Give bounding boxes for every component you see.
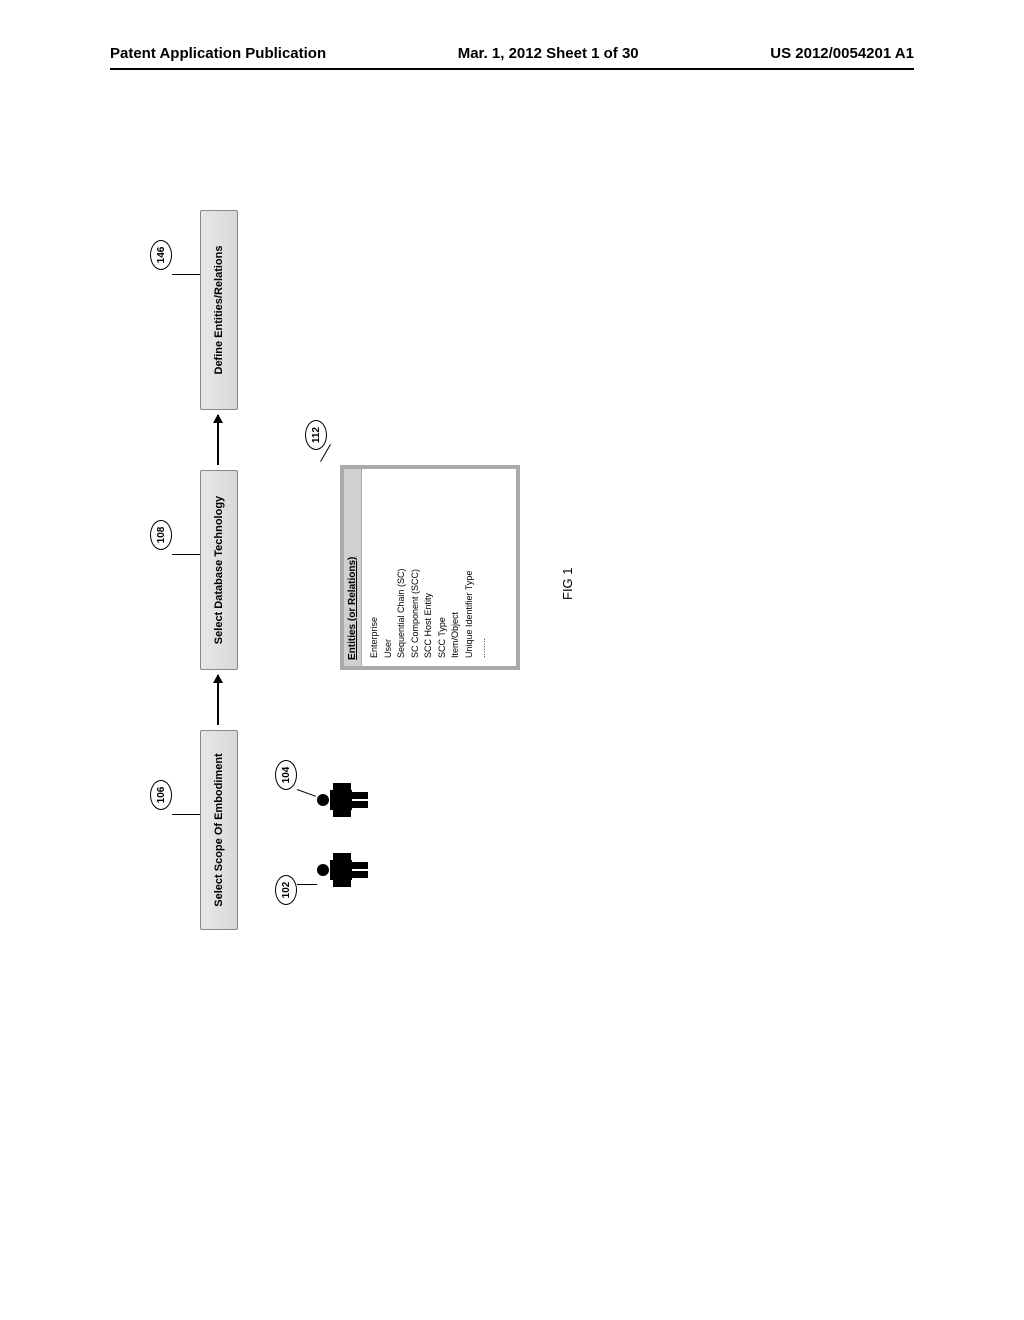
person-icon-1 — [315, 850, 375, 890]
callout-line — [172, 814, 200, 815]
entity-item: SC Component (SCC) — [409, 477, 423, 658]
page-header: Patent Application Publication Mar. 1, 2… — [0, 45, 1024, 62]
entity-item: ........ — [476, 477, 490, 658]
arrow-2 — [217, 415, 219, 465]
figure-label: FIG 1 — [560, 567, 575, 600]
entity-item: Item/Object — [449, 477, 463, 658]
callout-line — [172, 274, 200, 275]
entities-box: Entities (or Relations) Enterprise User … — [340, 465, 520, 670]
entities-list: Enterprise User Sequential Chain (SC) SC… — [362, 469, 496, 666]
box-select-db: Select Database Technology — [200, 470, 238, 670]
header-rule — [110, 68, 914, 70]
callout-ref: 146 — [156, 247, 167, 264]
callout-line — [297, 789, 316, 797]
callout-112: 112 — [305, 420, 327, 450]
callout-102: 102 — [275, 875, 297, 905]
entity-item: User — [382, 477, 396, 658]
header-left: Patent Application Publication — [110, 45, 326, 62]
entity-item: Enterprise — [368, 477, 382, 658]
callout-ref: 112 — [311, 427, 322, 443]
callout-ref: 108 — [156, 527, 167, 544]
arrow-1 — [217, 675, 219, 725]
callout-line — [172, 554, 200, 555]
entity-item: SCC Type — [436, 477, 450, 658]
callout-line — [297, 884, 317, 885]
box-label: Select Scope Of Embodiment — [213, 753, 225, 906]
callout-146: 146 — [150, 240, 172, 270]
entity-item: Unique Identifier Type — [463, 477, 477, 658]
callout-108: 108 — [150, 520, 172, 550]
box-select-scope: Select Scope Of Embodiment — [200, 730, 238, 930]
callout-ref: 106 — [156, 787, 167, 804]
box-label: Select Database Technology — [213, 496, 225, 644]
callout-104: 104 — [275, 760, 297, 790]
entity-item: SCC Host Entity — [422, 477, 436, 658]
box-define-entities: Define Entities/Relations — [200, 210, 238, 410]
header-right: US 2012/0054201 A1 — [770, 45, 914, 62]
person-icon-2 — [315, 780, 375, 820]
entity-item: Sequential Chain (SC) — [395, 477, 409, 658]
callout-106: 106 — [150, 780, 172, 810]
diagram: Select Scope Of Embodiment 106 Select Da… — [80, 280, 940, 900]
callout-ref: 102 — [281, 882, 292, 899]
header-center: Mar. 1, 2012 Sheet 1 of 30 — [458, 45, 639, 62]
entities-title: Entities (or Relations) — [344, 469, 362, 666]
callout-ref: 104 — [281, 767, 292, 784]
box-label: Define Entities/Relations — [213, 246, 225, 375]
